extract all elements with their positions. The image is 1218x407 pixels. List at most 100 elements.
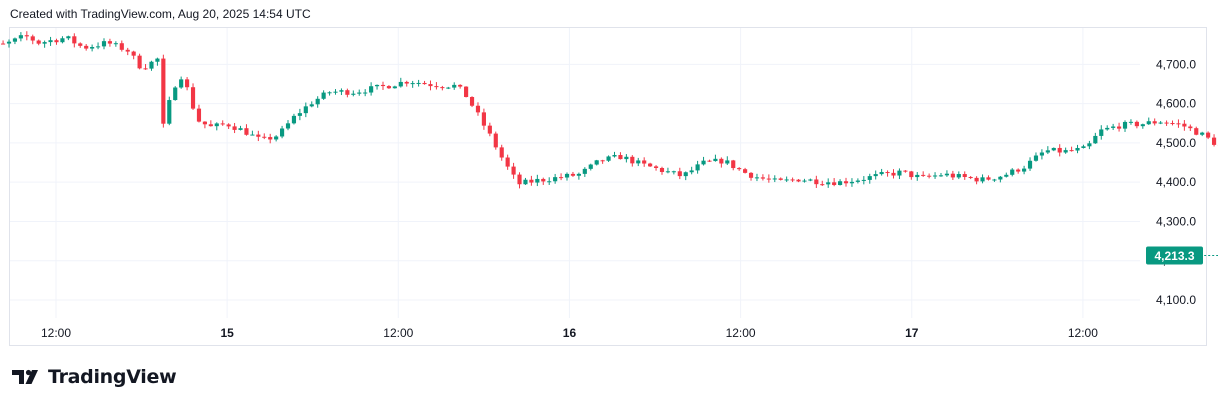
candle [725,156,730,165]
candle [1176,119,1181,128]
candle [873,170,878,180]
candle [1170,120,1175,126]
candle [826,178,831,188]
candle [897,168,902,180]
candle [481,108,486,130]
candle [1128,119,1134,125]
candle [392,85,397,89]
candle [357,89,362,96]
x-tick-label: 12:00 [726,326,756,340]
candle [944,170,950,177]
candle [469,96,475,108]
y-tick-label: 4,700.0 [1156,57,1196,71]
candle [333,89,338,95]
candle [648,162,653,167]
candle [493,131,498,150]
candle [932,172,938,179]
candle [95,42,101,50]
candle [731,159,736,171]
candle [867,173,872,184]
candle [369,82,374,96]
price-axis[interactable]: 4,100.04,200.04,300.04,400.04,500.04,600… [1156,57,1196,307]
candle [1152,118,1157,126]
candle [6,39,12,48]
candle [315,96,320,108]
y-tick-label: 4,100.0 [1156,293,1196,307]
candle [487,122,492,137]
candle [713,154,718,162]
candle [1206,131,1211,140]
x-tick-label: 15 [220,326,234,340]
candle [244,124,249,136]
candle [113,41,118,47]
candle [1158,121,1163,125]
candle [1182,120,1187,131]
candle [78,42,83,48]
candle [464,86,469,98]
grid-lines [10,28,1140,318]
candle [226,123,231,129]
candle [297,108,302,121]
candle [12,37,18,45]
candle [232,122,237,134]
candle [279,125,285,139]
candle [84,44,89,51]
candle [458,84,463,89]
candle [42,40,47,48]
candle [1194,126,1199,136]
candle [861,176,866,185]
candle [576,172,581,180]
candle [119,40,124,52]
time-axis[interactable]: 12:001512:001612:001712:001812:001912:00… [41,326,1218,340]
candle [1134,120,1139,129]
candle [107,38,113,47]
candle [66,35,71,41]
candle [820,180,825,186]
y-tick-label: 4,300.0 [1156,214,1196,228]
candle [737,167,742,171]
candle [416,79,421,87]
price-chart[interactable]: 4,100.04,200.04,300.04,400.04,500.04,600… [0,0,1218,360]
candle [790,177,795,183]
candle [475,102,481,116]
candle [594,159,599,166]
candle [446,86,451,90]
candle [345,88,350,98]
candle [582,167,587,177]
candle [636,157,641,167]
x-tick-label: 16 [563,326,577,340]
candle [143,64,148,70]
candle [992,178,997,182]
candle [695,160,700,174]
candle [30,34,35,45]
candle [772,175,777,183]
candle [1164,120,1169,126]
candle [701,156,706,166]
candle [1027,157,1033,171]
candle [125,47,130,56]
candle [149,60,154,71]
y-tick-label: 4,600.0 [1156,97,1196,111]
candles [0,31,1218,189]
candle [570,171,576,177]
candle [351,90,356,97]
candle [422,80,427,85]
candle [1087,140,1092,150]
candle [523,177,528,185]
candle [1016,168,1021,174]
candle [72,33,77,48]
candle [499,144,504,161]
candle [48,36,53,46]
x-tick-label: 12:00 [41,326,71,340]
candle [363,89,368,97]
candle [998,175,1003,183]
candle [54,38,59,45]
candle [440,85,445,91]
candle [179,76,184,89]
tradingview-brand[interactable]: TradingView [12,366,177,388]
candle [1022,165,1027,175]
candle [1051,147,1056,152]
candle [891,169,896,179]
candle [754,173,760,182]
candle [986,175,991,181]
